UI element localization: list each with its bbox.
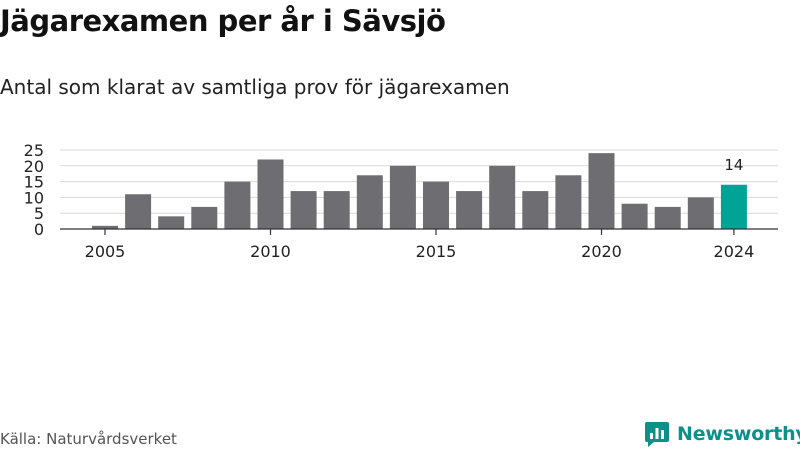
bar-2014: [389, 165, 416, 229]
chart-title: Jägarexamen per år i Sävsjö: [0, 4, 446, 38]
chart-subtitle: Antal som klarat av samtliga prov för jä…: [0, 75, 510, 99]
x-tick-label: 2015: [416, 242, 457, 261]
bar-2017: [489, 165, 516, 229]
bar-2006: [125, 194, 152, 229]
bar-2008: [191, 206, 218, 229]
bar-2022: [654, 206, 681, 229]
bar-2023: [687, 197, 714, 229]
bar-2012: [323, 191, 350, 229]
gridlines: [60, 149, 778, 214]
y-tick-label: 15: [24, 173, 44, 192]
bar-2011: [290, 191, 317, 229]
x-tick-label: 2020: [581, 242, 622, 261]
y-tick-label: 10: [24, 188, 44, 207]
bar-2019: [555, 175, 582, 229]
bar-2007: [158, 216, 185, 229]
bar-2018: [522, 191, 549, 229]
x-tick-label: 2010: [250, 242, 291, 261]
bar-2020: [588, 153, 615, 229]
bar-2013: [356, 175, 383, 229]
newsworthy-logo: Newsworthy: [644, 420, 800, 448]
y-tick-label: 25: [24, 141, 44, 160]
x-tick-label: 2005: [85, 242, 126, 261]
bar-2009: [224, 181, 251, 229]
y-tick-label: 20: [24, 157, 44, 176]
bar-2015: [423, 181, 449, 229]
newsworthy-logo-icon: [645, 422, 669, 447]
bars: [92, 153, 747, 229]
brand-name: Newsworthy: [677, 423, 800, 445]
y-tick-label: 0: [34, 220, 44, 239]
x-axis: [60, 228, 778, 235]
bar-2016: [456, 191, 483, 229]
bar-2021: [621, 203, 648, 229]
bar-2010: [257, 159, 284, 229]
source-note: Källa: Naturvårdsverket: [0, 430, 177, 448]
bar-2024: [720, 184, 747, 229]
x-tick-label: 2024: [714, 242, 755, 261]
annotations: 14: [724, 156, 743, 174]
data-label-2024: 14: [724, 156, 743, 174]
bar-2005: [92, 225, 118, 229]
x-axis-tick-labels: 2005 2010 2015 2020 2024: [85, 242, 755, 261]
y-tick-label: 5: [34, 204, 44, 223]
